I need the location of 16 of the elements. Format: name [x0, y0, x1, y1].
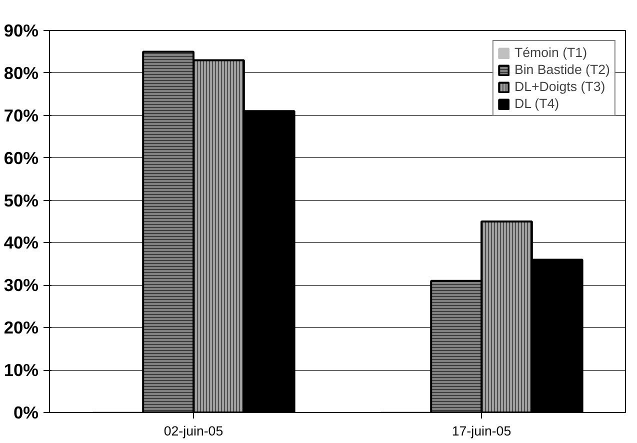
- y-tick-label: 40%: [4, 232, 39, 253]
- y-tick-label: 70%: [4, 105, 39, 126]
- y-tick-label: 20%: [4, 318, 39, 338]
- y-tick-label: 50%: [4, 190, 39, 210]
- x-tick-label: 17-juin-05: [452, 424, 512, 438]
- legend-label: Témoin (T1): [514, 45, 588, 60]
- y-tick-label: 90%: [4, 20, 39, 40]
- legend-label: DL+Doigts (T3): [514, 79, 606, 94]
- legend-label: Bin Bastide (T2): [514, 62, 610, 77]
- y-tick-label: 80%: [4, 62, 39, 83]
- x-tick-label: 02-juin-05: [164, 424, 224, 438]
- y-tick-label: 30%: [4, 275, 39, 296]
- y-tick-label: 10%: [4, 360, 39, 380]
- legend-label: DL (T4): [514, 96, 560, 111]
- y-tick-label: 60%: [4, 148, 39, 168]
- y-tick-label: 0%: [13, 402, 38, 422]
